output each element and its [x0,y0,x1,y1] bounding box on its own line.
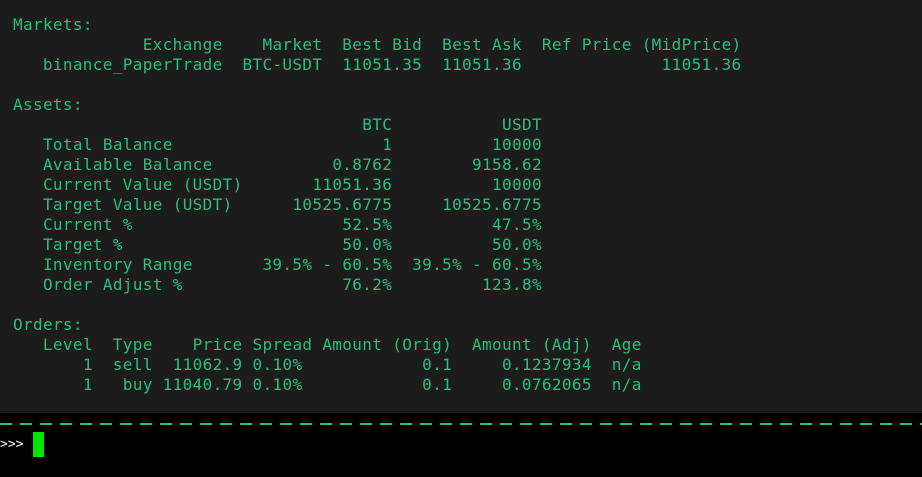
order-type-value: sell [112,355,153,374]
asset-row-label: Total Balance [42,135,173,154]
asset-row-label: Available Balance [42,155,213,174]
status-output-pane: Markets: Exchange Market Best Bid Best A… [13,0,922,413]
asset-usdt-value: 10000 [492,175,542,194]
markets-col-exchange: Exchange [142,35,223,54]
asset-usdt-value: 39.5% - 60.5% [412,255,542,274]
asset-usdt-value: 9158.62 [472,155,542,174]
order-age-value: n/a [611,375,642,394]
markets-col-best-bid: Best Bid [342,35,423,54]
assets-header-row: BTC USDT [13,115,922,135]
markets-section: Markets: [13,15,922,35]
asset-row-label: Current Value (USDT) [42,175,243,194]
asset-row-label: Target % [42,235,123,254]
order-level-value: 1 [82,355,93,374]
asset-row-target-value: Target Value (USDT) 10525.6775 10525.677… [13,195,922,215]
assets-col-btc: BTC [362,115,393,134]
order-amount-adj-value: 0.1237934 [501,355,592,374]
asset-row-total-balance: Total Balance 1 10000 [13,135,922,155]
prompt-symbol: >>> [0,437,24,452]
asset-row-inventory-range: Inventory Range 39.5% - 60.5% 39.5% - 60… [13,255,922,275]
asset-btc-value: 52.5% [342,215,393,234]
orders-col-level: Level [42,335,93,354]
markets-col-best-ask: Best Ask [442,35,522,54]
orders-col-amount-orig: Amount (Orig) [322,335,453,354]
asset-btc-value: 0.8762 [332,155,393,174]
text-cursor-block [33,432,44,457]
asset-usdt-value: 10000 [492,135,542,154]
asset-row-current-pct: Current % 52.5% 47.5% [13,215,922,235]
asset-row-available-balance: Available Balance 0.8762 9158.62 [13,155,922,175]
assets-col-usdt: USDT [502,115,542,134]
asset-btc-value: 39.5% - 60.5% [262,255,393,274]
asset-usdt-value: 50.0% [492,235,542,254]
order-type-value: buy [122,375,153,394]
asset-btc-value: 50.0% [342,235,393,254]
markets-table-row: binance_PaperTrade BTC-USDT 11051.35 110… [13,55,922,75]
asset-btc-value: 11051.36 [312,175,393,194]
asset-row-target-pct: Target % 50.0% 50.0% [13,235,922,255]
market-best-bid-value: 11051.35 [342,55,423,74]
asset-usdt-value: 123.8% [482,275,542,294]
asset-row-label: Current % [42,215,133,234]
order-age-value: n/a [611,355,642,374]
market-ref-price-value: 11051.36 [661,55,742,74]
market-exchange-value: binance_PaperTrade [42,55,223,74]
order-spread-value: 0.10% [252,355,303,374]
asset-row-label: Inventory Range [42,255,193,274]
order-spread-value: 0.10% [252,375,303,394]
order-price-value: 11040.79 [162,375,243,394]
markets-col-market: Market [262,35,323,54]
order-level-value: 1 [82,375,93,394]
orders-col-type: Type [112,335,153,354]
order-row-sell: 1 sell 11062.9 0.10% 0.1 0.1237934 n/a [13,355,922,375]
orders-col-spread: Spread [252,335,313,354]
asset-btc-value: 1 [382,135,393,154]
order-row-buy: 1 buy 11040.79 0.10% 0.1 0.0762065 n/a [13,375,922,395]
market-best-ask-value: 11051.36 [442,55,522,74]
assets-section: Assets: [13,95,922,115]
orders-col-price: Price [192,335,243,354]
command-input-pane[interactable]: >>> [0,413,922,477]
asset-row-order-adjust: Order Adjust % 76.2% 123.8% [13,275,922,295]
order-amount-orig-value: 0.1 [422,355,453,374]
assets-section-title: Assets: [13,95,83,114]
market-pair-value: BTC-USDT [242,55,323,74]
markets-header-row: Exchange Market Best Bid Best Ask Ref Pr… [13,35,922,55]
asset-btc-value: 10525.6775 [292,195,393,214]
order-amount-orig-value: 0.1 [422,375,453,394]
markets-section-title: Markets: [13,15,93,34]
asset-btc-value: 76.2% [342,275,393,294]
orders-col-age: Age [611,335,642,354]
asset-row-label: Target Value (USDT) [42,195,233,214]
asset-usdt-value: 47.5% [492,215,542,234]
orders-col-amount-adj: Amount (Adj) [472,335,592,354]
asset-row-current-value: Current Value (USDT) 11051.36 10000 [13,175,922,195]
order-amount-adj-value: 0.0762065 [501,375,592,394]
orders-section: Orders: [13,315,922,335]
separator-dashed-line [0,423,922,425]
order-price-value: 11062.9 [172,355,243,374]
asset-usdt-value: 10525.6775 [442,195,542,214]
markets-col-ref-price: Ref Price (MidPrice) [541,35,742,54]
orders-section-title: Orders: [13,315,83,334]
orders-header-row: Level Type Price Spread Amount (Orig) Am… [13,335,922,355]
asset-row-label: Order Adjust % [42,275,183,294]
